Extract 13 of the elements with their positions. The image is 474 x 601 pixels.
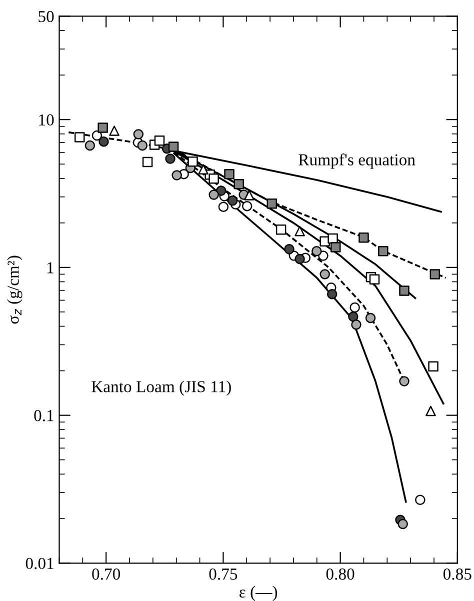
x-axis-title: ε (—) <box>240 586 278 601</box>
y-tick-label: 1 <box>48 262 54 274</box>
y-tick-label: 50 <box>38 10 54 22</box>
x-tick-label: 0.70 <box>92 568 120 580</box>
y-tick-label: 0.1 <box>34 410 54 422</box>
x-tick-label: 0.80 <box>326 568 354 580</box>
x-tick-label: 0.85 <box>443 568 472 580</box>
y-tick-label: 10 <box>39 114 54 126</box>
annotation: Rumpf's equation <box>298 154 416 169</box>
x-tick-label: 0.75 <box>209 568 238 580</box>
y-tick-label: 0.01 <box>26 558 54 570</box>
annotation: Kanto Loam (JIS 11) <box>92 380 231 396</box>
y-axis-title: σ$_{z}$ (g/cm²) <box>7 256 22 324</box>
